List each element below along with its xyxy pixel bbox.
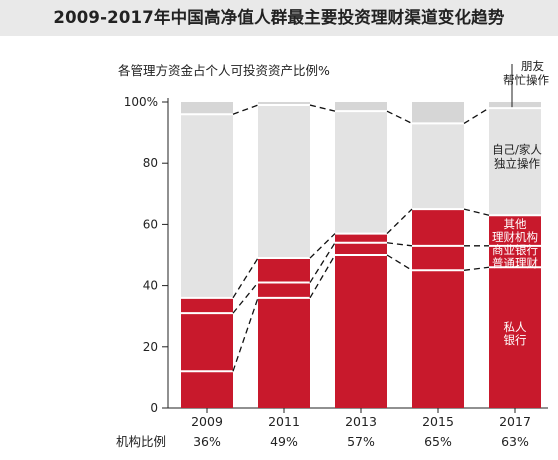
label-commercial-bank: 普通理财 [492,256,538,270]
connector-dash [386,208,413,235]
connector-dash [386,254,413,271]
label-friends: 帮忙操作 [503,73,549,87]
bar-segment-2015-5 [412,102,464,124]
connector-dash [232,104,259,115]
institution-share-2009: 36% [193,434,221,449]
connector-dash [463,266,490,271]
bar-segment-2017-1 [489,267,541,408]
bar-segment-2015-3 [412,209,464,246]
x-tick-label-2013: 2013 [345,414,377,429]
y-tick-label: 100% [124,95,158,109]
connector-dash [309,254,336,299]
x-tick-label-2017: 2017 [499,414,531,429]
connector-dash [386,242,413,247]
bar-segment-2013-3 [335,233,387,243]
x-tick-label-2015: 2015 [422,414,454,429]
x-tick-label-2009: 2009 [191,414,223,429]
bar-segment-2015-1 [412,270,464,408]
label-other-institution: 理财机构 [492,230,538,244]
bar-segment-2013-4 [335,111,387,234]
label-commercial-bank: 商业银行 [492,243,538,257]
bar-segment-2017-5 [489,102,541,109]
chart-subtitle: 各管理方资金占个人可投资资产比例% [118,63,330,78]
label-other-institution: 其他 [504,217,527,231]
label-private-bank: 银行 [504,333,527,347]
bar-segment-2013-1 [335,255,387,408]
bar-segment-2013-2 [335,242,387,255]
y-tick-label: 20 [143,340,158,354]
bar-segment-2015-2 [412,245,464,271]
y-tick-label: 40 [143,279,158,293]
connector-dash [463,208,490,216]
bar-segment-2011-1 [258,297,310,408]
institution-share-2013: 57% [347,434,375,449]
bar-segment-2009-5 [181,102,233,115]
bar-segment-2011-4 [258,105,310,259]
bar-segment-2009-2 [181,313,233,372]
connector-dash [232,297,259,372]
connector-dash [463,107,490,124]
connector-dash [309,104,336,112]
bar-segment-2009-3 [181,297,233,314]
bar-segment-2011-3 [258,258,310,283]
y-tick-label: 60 [143,217,158,231]
bar-segment-2017-4 [489,108,541,216]
institution-share-2015: 65% [424,434,452,449]
bar-segment-2017-2 [489,245,541,268]
chart-title: 2009-2017年中国高净值人群最主要投资理财渠道变化趋势 [0,0,558,36]
footer-label: 机构比例 [116,434,166,449]
bar-segment-2017-3 [489,215,541,246]
bar-segment-2011-2 [258,282,310,298]
bar-segment-2013-5 [335,102,387,112]
connector-dash [232,282,259,314]
y-tick-label: 0 [150,401,158,415]
y-tick-label: 80 [143,156,158,170]
bar-segment-2015-4 [412,123,464,210]
bar-segment-2009-1 [181,371,233,408]
label-self-operate: 独立操作 [494,157,540,171]
connector-dash [309,233,336,259]
connector-dash [309,242,336,283]
label-private-bank: 私人 [504,320,527,334]
connector-dash [232,257,259,299]
x-tick-label-2011: 2011 [268,414,300,429]
bar-segment-2009-4 [181,114,233,298]
label-friends: 朋友 [521,59,544,73]
bar-segment-2011-5 [258,102,310,106]
institution-share-2017: 63% [501,434,529,449]
label-self-operate: 自己/家人 [492,143,542,157]
institution-share-2011: 49% [270,434,298,449]
connector-dash [386,110,413,125]
